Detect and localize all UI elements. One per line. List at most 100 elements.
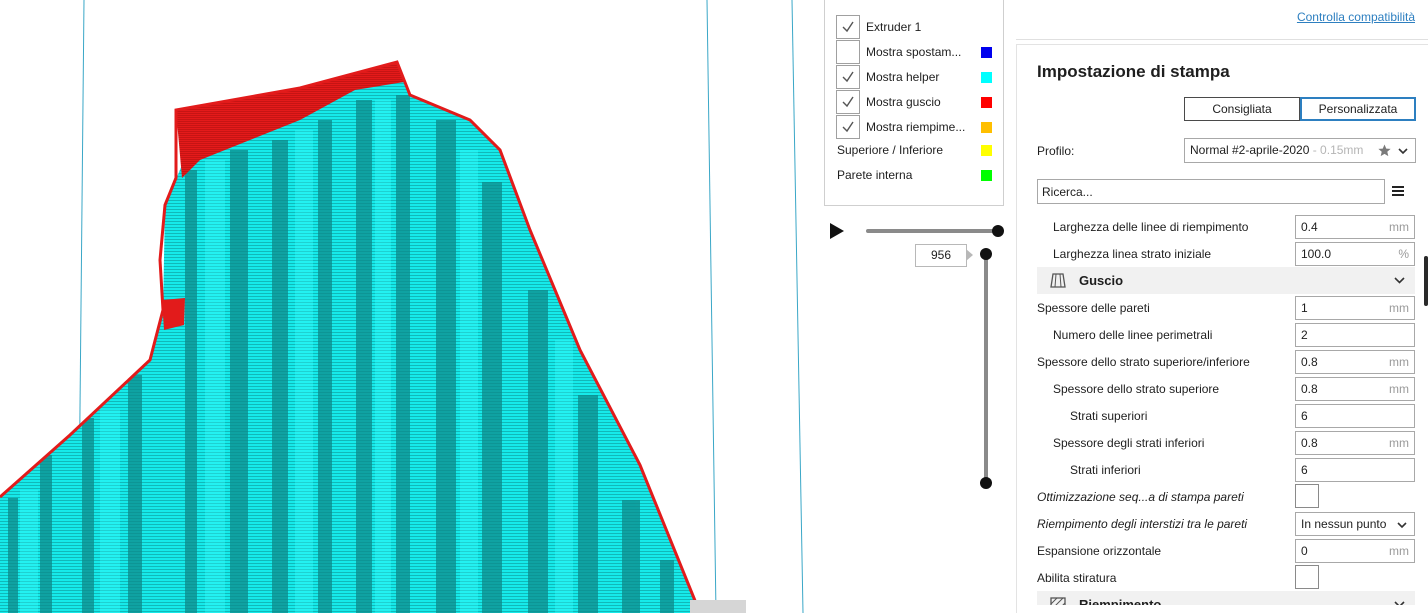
legend-checkbox[interactable] — [836, 40, 860, 64]
setting-value-field[interactable]: 0.8 mm — [1295, 377, 1415, 401]
path-slider-handle[interactable] — [992, 225, 1004, 237]
setting-value-field[interactable]: 0.8 mm — [1295, 350, 1415, 374]
setting-row: Spessore degli strati inferiori 0.8 mm — [1037, 429, 1417, 456]
settings-visibility-menu-icon[interactable] — [1391, 184, 1405, 198]
setting-label: Riempimento degli interstizi tra le pare… — [1037, 517, 1248, 531]
star-icon[interactable] — [1378, 144, 1391, 157]
legend-label: Extruder 1 — [866, 20, 922, 34]
setting-value-field[interactable]: 0.8 mm — [1295, 431, 1415, 455]
setting-row: Larghezza delle linee di riempimento 0.4 m… — [1037, 213, 1417, 240]
legend-checkbox[interactable] — [836, 90, 860, 114]
setting-value-field[interactable]: 2 — [1295, 323, 1415, 347]
play-simulation-button[interactable] — [828, 222, 846, 240]
print-settings-panel: Impostazione di stampa Consigliata Perso… — [1016, 44, 1428, 613]
legend-item[interactable]: Mostra spostam... — [836, 40, 996, 64]
compatibility-link[interactable]: Controlla compatibilità — [1296, 10, 1415, 24]
legend-checkbox[interactable] — [836, 115, 860, 139]
current-layer-input[interactable]: 956 — [915, 244, 967, 267]
legend-checkbox[interactable] — [836, 65, 860, 89]
setting-value-field[interactable]: 0 mm — [1295, 539, 1415, 563]
setting-row: Espansione orizzontale 0 mm — [1037, 537, 1417, 564]
setting-row: Ottimizzazione seq...a di stampa pareti — [1037, 483, 1417, 510]
setting-label: Strati inferiori — [1070, 463, 1141, 477]
setting-value-field[interactable]: 0.4 mm — [1295, 215, 1415, 239]
shell-icon — [1050, 273, 1066, 288]
recommended-mode-button[interactable]: Consigliata — [1184, 97, 1300, 121]
setting-value-field[interactable]: 100.0% — [1295, 242, 1415, 266]
setting-label: Spessore delle pareti — [1037, 301, 1150, 315]
infill-icon — [1050, 597, 1066, 605]
settings-search-input[interactable] — [1037, 179, 1385, 204]
settings-scrollbar[interactable] — [1424, 256, 1428, 306]
profile-dropdown[interactable]: Normal #2-aprile-2020 - 0.15mm — [1184, 138, 1416, 163]
setting-label: Spessore degli strati inferiori — [1053, 436, 1205, 450]
legend-label: Mostra spostam... — [866, 45, 962, 59]
legend-label: Mostra helper — [866, 70, 940, 84]
setting-selected-value: In nessun punto — [1301, 517, 1387, 531]
setting-unit: mm — [1389, 544, 1409, 558]
setting-value: 0.8 — [1301, 355, 1318, 369]
setting-unit: mm — [1389, 355, 1409, 369]
settings-list: Larghezza delle linee di riempimento 0.4 m… — [1037, 213, 1417, 605]
legend-feature-item: Parete interna — [836, 164, 996, 186]
legend-label: Parete interna — [837, 168, 913, 182]
legend-checkbox[interactable] — [836, 15, 860, 39]
setting-label: Strati superiori — [1070, 409, 1148, 423]
setting-unit: mm — [1389, 436, 1409, 450]
setting-value: 0.8 — [1301, 382, 1318, 396]
setting-label: Spessore dello strato superiore — [1053, 382, 1220, 396]
setting-unit: mm — [1389, 301, 1409, 315]
setting-row: Riempimento degli interstizi tra le pare… — [1037, 510, 1417, 537]
layer-slider-bottom-handle[interactable] — [980, 477, 992, 489]
setting-label: Ottimizzazione seq...a di stampa pareti — [1037, 490, 1244, 504]
legend-label: Superiore / Inferiore — [837, 143, 944, 157]
setting-checkbox[interactable] — [1295, 484, 1319, 508]
setting-value: 0.8 — [1301, 436, 1318, 450]
setting-value: 2 — [1301, 328, 1308, 342]
profile-label: Profilo: — [1037, 144, 1075, 158]
setting-label: Abilita stiratura — [1037, 571, 1117, 585]
category-label: Riempimento — [1079, 597, 1162, 605]
setting-unit: mm — [1389, 382, 1409, 396]
checkmark-icon — [842, 21, 854, 33]
layer-slider-top-handle[interactable] — [980, 248, 992, 260]
chevron-down-icon — [1394, 601, 1405, 605]
path-slider-track[interactable] — [866, 229, 998, 233]
category-label: Guscio — [1079, 273, 1124, 288]
setting-dropdown[interactable]: In nessun punto — [1295, 512, 1415, 536]
play-icon — [830, 223, 844, 239]
setting-value: 100.0 — [1301, 247, 1332, 261]
setting-value-field[interactable]: 6 — [1295, 458, 1415, 482]
legend-color-swatch — [981, 96, 992, 108]
legend-item[interactable]: Mostra guscio — [836, 90, 996, 114]
setting-row: Spessore dello strato superiore/inferior… — [1037, 348, 1417, 375]
custom-mode-button[interactable]: Personalizzata — [1300, 97, 1416, 121]
setting-label: Espansione orizzontale — [1037, 544, 1162, 558]
chevron-down-icon — [1394, 277, 1405, 284]
legend-item[interactable]: Mostra riempime... — [836, 115, 996, 139]
panel-title: Impostazione di stampa — [1037, 62, 1230, 81]
legend-color-swatch — [981, 121, 992, 133]
setting-value: 0.4 — [1301, 220, 1318, 234]
setting-row: Strati inferiori 6 — [1037, 456, 1417, 483]
checkmark-icon — [842, 96, 854, 108]
category-riempimento[interactable]: Riempimento — [1037, 591, 1415, 605]
chevron-down-icon — [1398, 148, 1408, 155]
chevron-down-icon — [1397, 522, 1407, 529]
header-strip: Controlla compatibilità — [1016, 0, 1428, 40]
setting-checkbox[interactable] — [1295, 565, 1319, 589]
layer-slider-track[interactable] — [984, 254, 988, 484]
setting-value-field[interactable]: 1 mm — [1295, 296, 1415, 320]
legend-item[interactable]: Extruder 1 — [836, 15, 996, 39]
setting-value: 0 — [1301, 544, 1308, 558]
setting-value: 1 — [1301, 301, 1308, 315]
legend-label: Mostra guscio — [866, 95, 941, 109]
legend-item[interactable]: Mostra helper — [836, 65, 996, 89]
setting-row: Abilita stiratura — [1037, 564, 1417, 591]
setting-row: Numero delle linee perimetrali 2 — [1037, 321, 1417, 348]
setting-unit: % — [1398, 247, 1409, 261]
setting-value-field[interactable]: 6 — [1295, 404, 1415, 428]
category-guscio[interactable]: Guscio — [1037, 267, 1415, 294]
layer-view-legend: Extruder 1 Mostra spostam... Mostra helper… — [824, 0, 1004, 206]
checkmark-icon — [842, 121, 854, 133]
